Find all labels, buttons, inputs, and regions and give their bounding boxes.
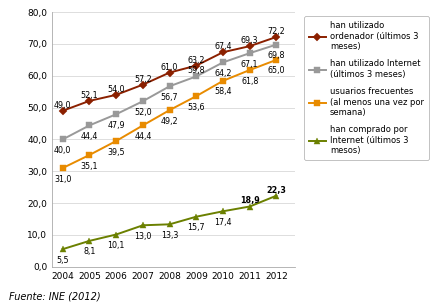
Text: 52,1: 52,1 <box>81 91 98 100</box>
han utilizado
ordenador (últimos 3
meses) <box>220 50 226 54</box>
Text: Fuente: INE (2012): Fuente: INE (2012) <box>9 291 100 301</box>
Text: 13,3: 13,3 <box>161 231 178 240</box>
Text: 72,2: 72,2 <box>267 27 285 36</box>
Text: 59,8: 59,8 <box>187 66 205 75</box>
Text: 53,6: 53,6 <box>187 103 205 112</box>
Text: 39,5: 39,5 <box>107 148 125 157</box>
Text: 10,1: 10,1 <box>108 241 125 250</box>
Text: 58,4: 58,4 <box>214 88 232 96</box>
Text: 69,3: 69,3 <box>241 36 259 45</box>
Text: 15,7: 15,7 <box>187 223 205 232</box>
Text: 61,8: 61,8 <box>241 77 258 86</box>
han comprado por
Internet (últimos 3
mesos) <box>140 224 145 227</box>
han utilizado Internet
(últimos 3 meses) <box>220 61 226 64</box>
han utilizado Internet
(últimos 3 meses) <box>194 75 199 78</box>
Text: 31,0: 31,0 <box>54 175 72 184</box>
han utilizado
ordenador (últimos 3
meses) <box>60 109 66 113</box>
han utilizado Internet
(últimos 3 meses) <box>274 43 279 46</box>
Text: 57,2: 57,2 <box>134 75 152 84</box>
han utilizado Internet
(últimos 3 meses) <box>247 51 252 55</box>
Text: 52,0: 52,0 <box>134 108 152 117</box>
Text: 54,0: 54,0 <box>108 85 125 94</box>
Text: 56,7: 56,7 <box>161 93 178 102</box>
han utilizado Internet
(últimos 3 meses) <box>140 99 145 103</box>
han utilizado Internet
(últimos 3 meses) <box>114 112 119 116</box>
han utilizado
ordenador (últimos 3
meses) <box>114 93 119 97</box>
han utilizado
ordenador (últimos 3
meses) <box>87 99 92 103</box>
Text: 13,0: 13,0 <box>134 232 151 241</box>
Text: 35,1: 35,1 <box>81 161 98 171</box>
Line: usuarios frecuentes
(al menos una vez por
semana): usuarios frecuentes (al menos una vez po… <box>59 57 279 171</box>
usuarios frecuentes
(al menos una vez por
semana) <box>220 79 226 83</box>
han utilizado
ordenador (últimos 3
meses) <box>247 44 252 48</box>
Text: 69,8: 69,8 <box>268 51 285 60</box>
usuarios frecuentes
(al menos una vez por
semana) <box>167 108 172 112</box>
Text: 44,4: 44,4 <box>134 132 151 141</box>
han utilizado
ordenador (últimos 3
meses) <box>167 71 172 75</box>
han utilizado Internet
(últimos 3 meses) <box>87 124 92 127</box>
han utilizado
ordenador (últimos 3
meses) <box>194 64 199 67</box>
usuarios frecuentes
(al menos una vez por
semana) <box>114 139 119 143</box>
Line: han comprado por
Internet (últimos 3
mesos): han comprado por Internet (últimos 3 mes… <box>59 192 280 253</box>
Text: 67,4: 67,4 <box>214 42 232 51</box>
usuarios frecuentes
(al menos una vez por
semana) <box>60 166 66 170</box>
Text: 44,4: 44,4 <box>81 132 98 141</box>
han comprado por
Internet (últimos 3
mesos) <box>60 247 66 251</box>
usuarios frecuentes
(al menos una vez por
semana) <box>140 124 145 127</box>
usuarios frecuentes
(al menos una vez por
semana) <box>194 94 199 98</box>
Text: 61,0: 61,0 <box>161 62 178 72</box>
han comprado por
Internet (últimos 3
mesos) <box>247 205 252 208</box>
Legend: han utilizado
ordenador (últimos 3
meses), han utilizado Internet
(últimos 3 mes: han utilizado ordenador (últimos 3 meses… <box>304 16 429 160</box>
han utilizado
ordenador (últimos 3
meses) <box>274 35 279 39</box>
Text: 49,2: 49,2 <box>161 117 178 126</box>
Text: 40,0: 40,0 <box>54 146 72 155</box>
Text: 65,0: 65,0 <box>268 66 285 75</box>
Text: 22,3: 22,3 <box>266 186 286 195</box>
han utilizado Internet
(últimos 3 meses) <box>60 138 66 141</box>
han comprado por
Internet (últimos 3
mesos) <box>114 233 119 236</box>
usuarios frecuentes
(al menos una vez por
semana) <box>274 58 279 62</box>
han utilizado Internet
(últimos 3 meses) <box>167 85 172 88</box>
Text: 67,1: 67,1 <box>241 60 259 69</box>
Line: han utilizado Internet
(últimos 3 meses): han utilizado Internet (últimos 3 meses) <box>59 41 280 143</box>
Text: 5,5: 5,5 <box>56 256 69 265</box>
han comprado por
Internet (últimos 3
mesos) <box>194 215 199 218</box>
Text: 18,9: 18,9 <box>240 196 260 205</box>
usuarios frecuentes
(al menos una vez por
semana) <box>247 68 252 72</box>
Text: 47,9: 47,9 <box>107 121 125 130</box>
han comprado por
Internet (últimos 3
mesos) <box>220 209 226 213</box>
Text: 8,1: 8,1 <box>83 248 95 256</box>
Text: 64,2: 64,2 <box>214 69 232 78</box>
Line: han utilizado
ordenador (últimos 3
meses): han utilizado ordenador (últimos 3 meses… <box>59 34 279 114</box>
Text: 63,2: 63,2 <box>187 55 205 65</box>
han comprado por
Internet (últimos 3
mesos) <box>87 239 92 243</box>
han utilizado
ordenador (últimos 3
meses) <box>140 83 145 86</box>
han comprado por
Internet (últimos 3
mesos) <box>167 222 172 226</box>
han comprado por
Internet (últimos 3
mesos) <box>274 194 279 198</box>
Text: 49,0: 49,0 <box>54 101 72 110</box>
usuarios frecuentes
(al menos una vez por
semana) <box>87 153 92 157</box>
Text: 17,4: 17,4 <box>214 218 232 227</box>
